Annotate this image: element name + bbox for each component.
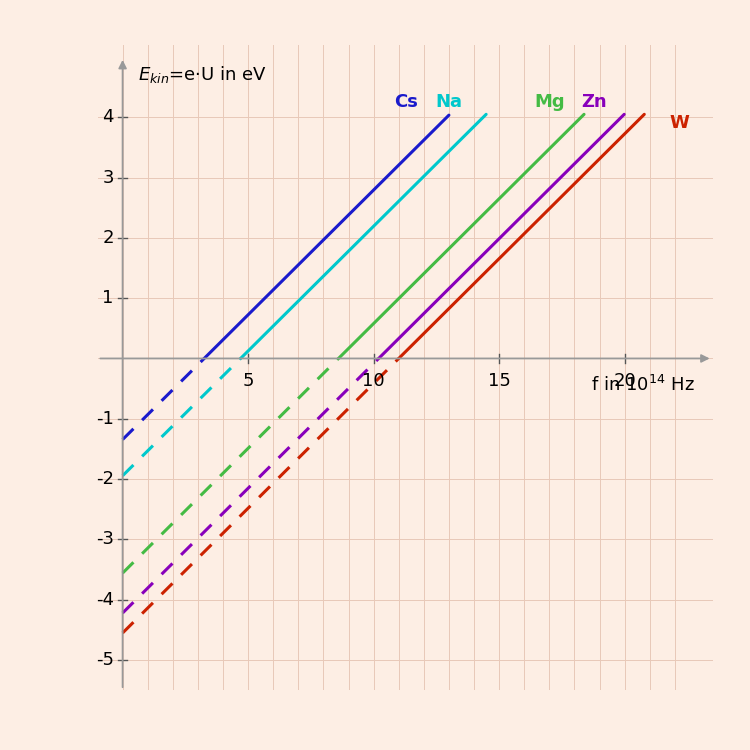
- Text: 3: 3: [102, 169, 114, 187]
- Text: 2: 2: [102, 229, 114, 247]
- Text: 10: 10: [362, 372, 385, 390]
- Text: -4: -4: [96, 590, 114, 608]
- Text: -2: -2: [96, 470, 114, 488]
- Text: Na: Na: [436, 93, 463, 111]
- Text: 20: 20: [614, 372, 636, 390]
- Text: $\mathit{E}_{kin}$=e·U in eV: $\mathit{E}_{kin}$=e·U in eV: [138, 64, 266, 86]
- Text: 1: 1: [103, 290, 114, 308]
- Text: Mg: Mg: [534, 93, 565, 111]
- Text: -3: -3: [96, 530, 114, 548]
- Text: 15: 15: [488, 372, 511, 390]
- Text: -1: -1: [96, 410, 114, 428]
- Text: W: W: [670, 115, 690, 133]
- Text: Zn: Zn: [582, 93, 608, 111]
- Text: 4: 4: [102, 108, 114, 126]
- Text: Cs: Cs: [394, 93, 418, 111]
- Text: -5: -5: [96, 651, 114, 669]
- Text: f in $10^{14}$ Hz: f in $10^{14}$ Hz: [591, 375, 695, 395]
- Text: 5: 5: [242, 372, 254, 390]
